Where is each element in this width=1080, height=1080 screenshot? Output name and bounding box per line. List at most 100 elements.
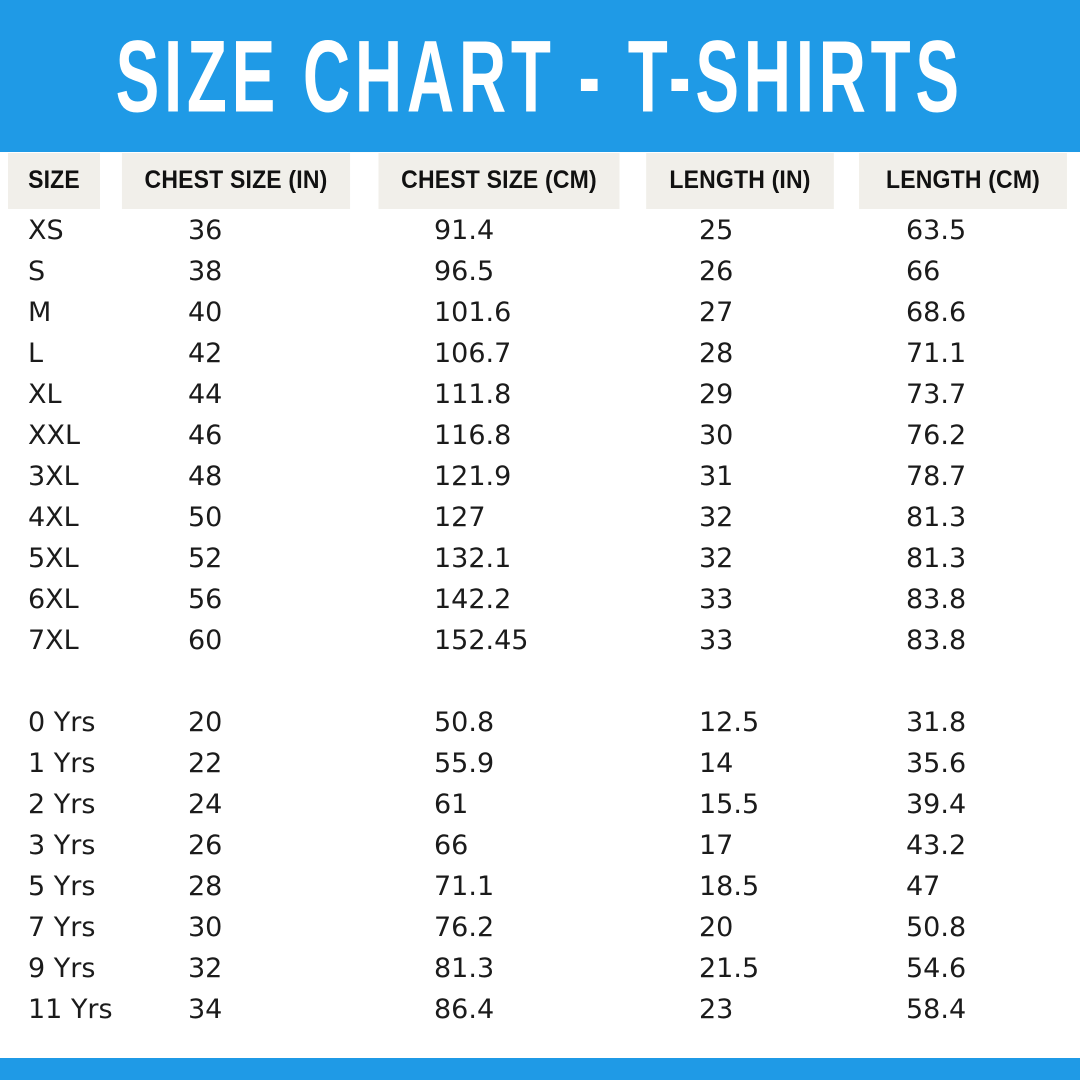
cell-chest-in-value: 40 <box>188 297 223 328</box>
column-header-length-cm: LENGTH (CM) <box>846 152 1080 210</box>
cell-size: L <box>0 333 108 374</box>
cell-size-value: 2 Yrs <box>28 789 96 820</box>
cell-length-in: 21.5 <box>634 948 846 989</box>
cell-length-cm: 68.6 <box>846 292 1080 333</box>
cell-chest-cm: 81.3 <box>364 948 634 989</box>
cell-chest-in-value: 30 <box>188 912 223 943</box>
table-row: 9 Yrs 32 81.3 21.5 54.6 <box>0 948 1080 989</box>
cell-chest-in-value: 34 <box>188 994 223 1025</box>
header-row: SIZE CHEST SIZE (IN) CHEST SIZE (CM) LEN… <box>0 152 1080 210</box>
cell-size-value: 7XL <box>28 625 79 656</box>
cell-chest-cm: 55.9 <box>364 743 634 784</box>
cell-size: 0 Yrs <box>0 702 108 743</box>
cell-chest-in: 20 <box>108 702 364 743</box>
cell-chest-cm-value: 61 <box>434 789 469 820</box>
cell-chest-in-value: 38 <box>188 256 223 287</box>
cell-size-value: 5XL <box>28 543 79 574</box>
cell-length-in: 25 <box>634 210 846 251</box>
cell-length-in-value: 17 <box>699 830 734 861</box>
cell-chest-in: 28 <box>108 866 364 907</box>
table-row: 6XL 56 142.2 33 83.8 <box>0 579 1080 620</box>
cell-chest-in-value: 46 <box>188 420 223 451</box>
cell-size: 7XL <box>0 620 108 661</box>
cell-chest-cm: 121.9 <box>364 456 634 497</box>
cell-length-cm: 81.3 <box>846 497 1080 538</box>
cell-length-cm-value: 50.8 <box>906 912 967 943</box>
cell-chest-cm: 50.8 <box>364 702 634 743</box>
cell-size-value: 11 Yrs <box>28 994 113 1025</box>
cell-length-in-value: 33 <box>699 625 734 656</box>
cell-length-cm-value: 54.6 <box>906 953 967 984</box>
cell-length-in-value: 26 <box>699 256 734 287</box>
cell-chest-in: 44 <box>108 374 364 415</box>
table-row: L 42 106.7 28 71.1 <box>0 333 1080 374</box>
cell-length-cm-value: 31.8 <box>906 707 967 738</box>
cell-length-cm-value: 58.4 <box>906 994 967 1025</box>
table-header: SIZE CHEST SIZE (IN) CHEST SIZE (CM) LEN… <box>0 152 1080 210</box>
cell-chest-in-value: 56 <box>188 584 223 615</box>
spacer-row <box>0 661 1080 702</box>
table-row: 4XL 50 127 32 81.3 <box>0 497 1080 538</box>
column-header-length-cm-label: LENGTH (CM) <box>859 153 1067 209</box>
cell-chest-cm-value: 106.7 <box>434 338 512 369</box>
column-header-chest-in: CHEST SIZE (IN) <box>108 152 364 210</box>
cell-size: 3XL <box>0 456 108 497</box>
cell-length-cm: 66 <box>846 251 1080 292</box>
table-row: M 40 101.6 27 68.6 <box>0 292 1080 333</box>
cell-chest-cm-value: 111.8 <box>434 379 512 410</box>
cell-chest-cm-value: 86.4 <box>434 994 495 1025</box>
cell-chest-in: 50 <box>108 497 364 538</box>
page-title: SIZE CHART - T-SHIRTS <box>115 18 965 134</box>
cell-size-value: 1 Yrs <box>28 748 96 779</box>
cell-size: 1 Yrs <box>0 743 108 784</box>
cell-chest-cm-value: 91.4 <box>434 215 495 246</box>
cell-chest-cm-value: 121.9 <box>434 461 512 492</box>
cell-length-cm: 73.7 <box>846 374 1080 415</box>
size-table-container: SIZE CHEST SIZE (IN) CHEST SIZE (CM) LEN… <box>0 152 1080 1080</box>
cell-chest-cm-value: 116.8 <box>434 420 512 451</box>
cell-chest-cm-value: 96.5 <box>434 256 495 287</box>
table-row: 2 Yrs 24 61 15.5 39.4 <box>0 784 1080 825</box>
cell-length-in-value: 32 <box>699 543 734 574</box>
cell-chest-cm-value: 132.1 <box>434 543 512 574</box>
table-row: XL 44 111.8 29 73.7 <box>0 374 1080 415</box>
cell-length-in-value: 14 <box>699 748 734 779</box>
cell-chest-cm: 91.4 <box>364 210 634 251</box>
cell-length-in-value: 33 <box>699 584 734 615</box>
cell-length-in: 27 <box>634 292 846 333</box>
cell-length-in-value: 20 <box>699 912 734 943</box>
cell-chest-in-value: 32 <box>188 953 223 984</box>
cell-length-cm-value: 35.6 <box>906 748 967 779</box>
cell-size: XXL <box>0 415 108 456</box>
cell-chest-cm: 106.7 <box>364 333 634 374</box>
cell-length-in: 32 <box>634 497 846 538</box>
cell-length-in: 15.5 <box>634 784 846 825</box>
cell-length-cm-value: 39.4 <box>906 789 967 820</box>
cell-chest-in-value: 60 <box>188 625 223 656</box>
cell-length-cm-value: 81.3 <box>906 502 967 533</box>
cell-chest-in: 24 <box>108 784 364 825</box>
cell-size-value: XS <box>28 215 64 246</box>
cell-chest-in-value: 28 <box>188 871 223 902</box>
column-header-chest-cm: CHEST SIZE (CM) <box>364 152 634 210</box>
cell-size: 7 Yrs <box>0 907 108 948</box>
cell-size: S <box>0 251 108 292</box>
cell-length-in-value: 25 <box>699 215 734 246</box>
cell-length-cm: 50.8 <box>846 907 1080 948</box>
cell-chest-cm-value: 101.6 <box>434 297 512 328</box>
cell-length-cm: 81.3 <box>846 538 1080 579</box>
cell-size: 5 Yrs <box>0 866 108 907</box>
cell-chest-in: 36 <box>108 210 364 251</box>
cell-size-value: XXL <box>28 420 81 451</box>
cell-chest-cm: 111.8 <box>364 374 634 415</box>
column-header-chest-in-label: CHEST SIZE (IN) <box>121 153 351 209</box>
cell-chest-in-value: 44 <box>188 379 223 410</box>
cell-size: M <box>0 292 108 333</box>
footer-bar <box>0 1058 1080 1080</box>
cell-chest-in-value: 36 <box>188 215 223 246</box>
cell-length-in: 32 <box>634 538 846 579</box>
cell-length-cm-value: 81.3 <box>906 543 967 574</box>
adult-size-rows: XS 36 91.4 25 63.5 S 38 96.5 26 66 M 40 101.6 27 68.6 L… <box>0 210 1080 661</box>
table-row: 5 Yrs 28 71.1 18.5 47 <box>0 866 1080 907</box>
